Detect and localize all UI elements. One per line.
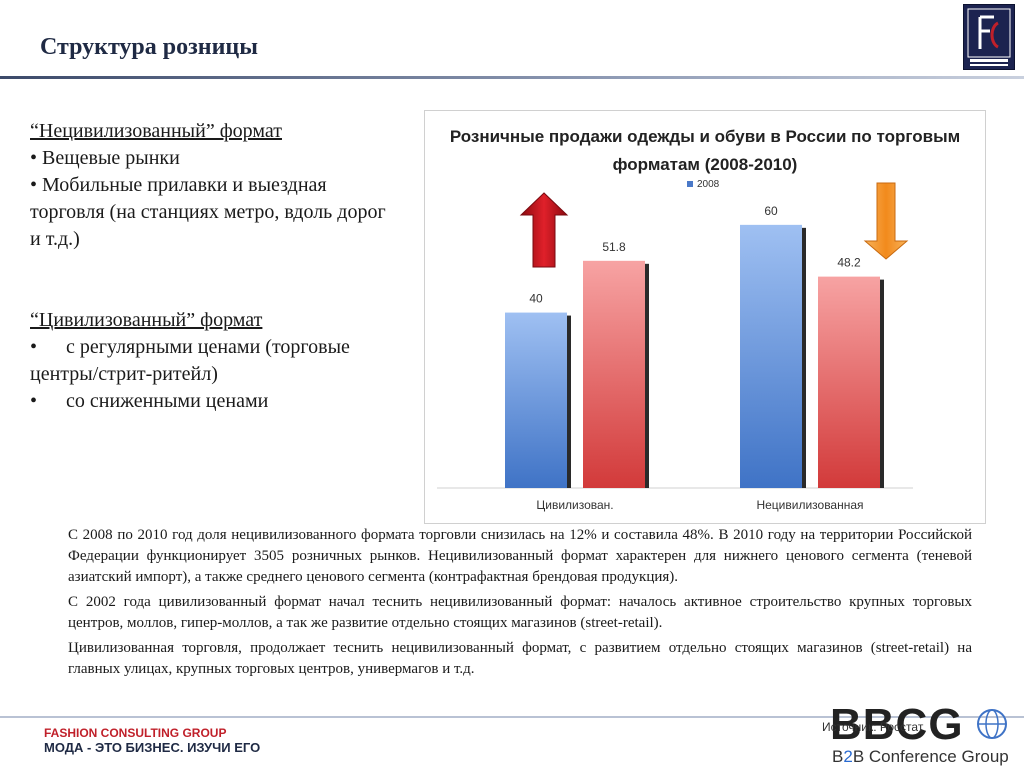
civilized-heading: “Цивилизованный” формат <box>30 309 263 331</box>
bullet: • <box>30 336 38 358</box>
b2b-two: 2 <box>843 747 853 766</box>
bullet: • <box>30 147 38 169</box>
fcg-slogan: МОДА - ЭТО БИЗНЕС. ИЗУЧИ ЕГО <box>44 740 261 755</box>
source-note: Источник: Росстат <box>822 720 924 734</box>
bullet: • <box>30 390 38 412</box>
data-label: 40 <box>529 292 543 306</box>
b2b-prefix: B <box>832 747 844 766</box>
format-description: “Нецивилизованный” формат • Вещевые рынк… <box>30 118 400 415</box>
tick-label: Цивилизован. <box>536 498 613 512</box>
chart-title: Розничные продажи одежды и обуви в Росси… <box>449 127 961 174</box>
bbcg-logo: BBCG <box>830 700 964 749</box>
bar <box>818 276 880 488</box>
list-item: • с регулярными ценами (торговые центры/с… <box>30 334 400 388</box>
list-item-text: Вещевые рынки <box>42 147 180 169</box>
bar <box>505 312 567 488</box>
bar-chart: 40 51.8 Цивилизован. 60 48.2 Нецивилизованная <box>437 182 913 512</box>
globe-icon <box>977 709 1007 739</box>
bar <box>583 260 645 488</box>
b2b-conference-logo: B2B Conference Group <box>832 747 1009 767</box>
list-item: • Вещевые рынки <box>30 145 400 172</box>
chart-container: Розничные продажи одежды и обуви в Росси… <box>424 110 986 524</box>
fashion-consulting-logo-icon <box>963 4 1015 70</box>
list-item: • со сниженными ценами <box>30 388 400 415</box>
data-label: 48.2 <box>837 256 861 270</box>
paragraph: С 2002 года цивилизованный формат начал … <box>68 594 972 631</box>
b2b-suffix: B Conference Group <box>852 747 1009 766</box>
footer-rule <box>0 716 1024 718</box>
list-item-text: с регулярными ценами (торговые центры/ст… <box>30 336 350 385</box>
tick-label: Нецивилизованная <box>756 498 863 512</box>
header-rule <box>0 76 1024 79</box>
data-label: 51.8 <box>602 240 626 254</box>
body-text: С 2008 по 2010 год доля нецивилизованног… <box>68 525 972 684</box>
legend-swatch <box>687 181 693 187</box>
data-label: 60 <box>764 204 778 218</box>
page-title: Структура розницы <box>40 34 258 60</box>
list-item-text: Мобильные прилавки и выездная торговля (… <box>30 174 386 250</box>
fcg-name: FASHION CONSULTING GROUP <box>44 726 227 740</box>
bar <box>740 224 802 488</box>
legend-label: 2008 <box>697 179 720 190</box>
paragraph: С 2008 по 2010 год доля нецивилизованног… <box>68 527 972 585</box>
paragraph: Цивилизованная торговля, продолжает тесн… <box>68 640 972 677</box>
list-item-text: со сниженными ценами <box>66 390 269 412</box>
uncivilized-heading: “Нецивилизованный” формат <box>30 120 282 142</box>
down-arrow-icon <box>863 182 909 260</box>
up-arrow-icon <box>519 192 569 268</box>
chart-legend: 2008 <box>687 179 719 190</box>
list-item: • Мобильные прилавки и выездная торговля… <box>30 172 400 253</box>
bullet: • <box>30 174 38 196</box>
